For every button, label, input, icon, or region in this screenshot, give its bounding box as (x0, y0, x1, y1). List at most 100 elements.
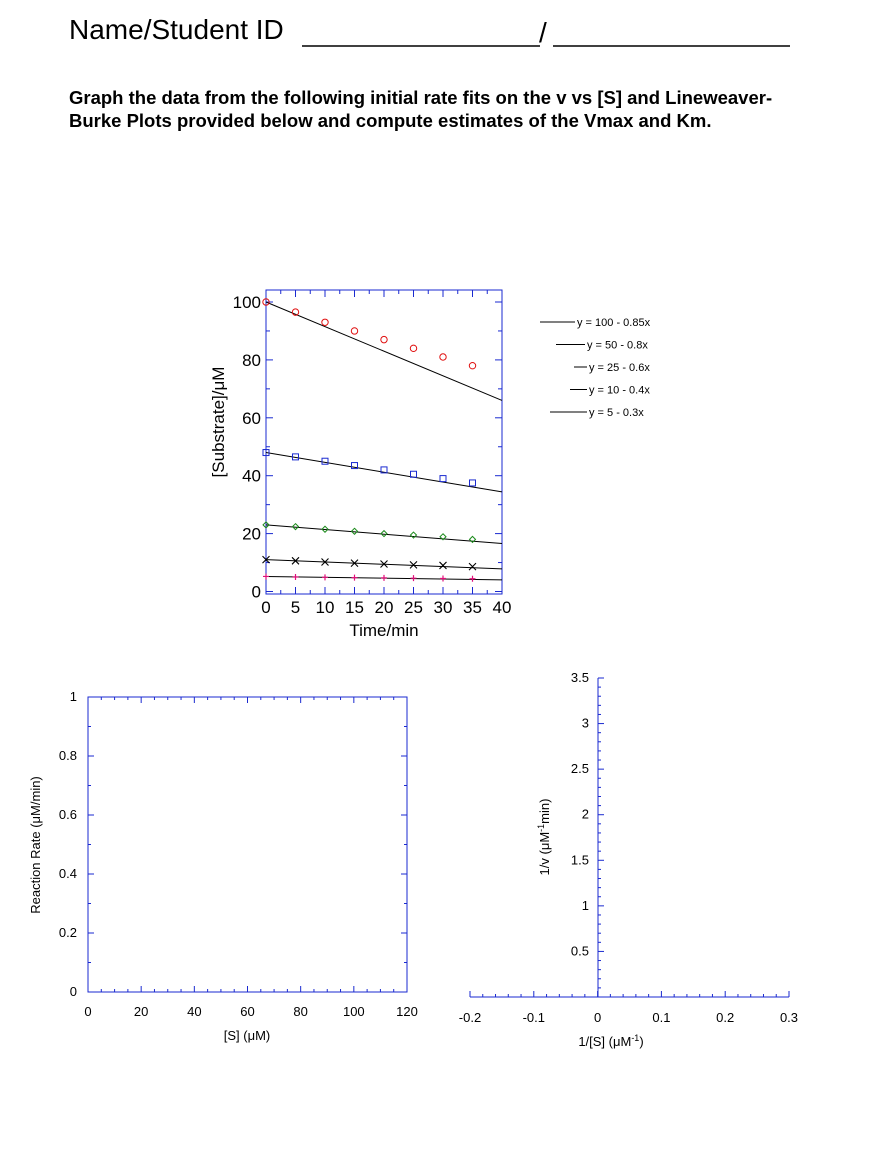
legend-entry: y = 5 - 0.3x (589, 407, 644, 419)
y-tick-label: 60 (242, 409, 261, 428)
data-point-circle (439, 353, 447, 361)
y-tick-label: 0.8 (59, 748, 77, 763)
data-point-x (439, 561, 447, 570)
y-tick-label: 2 (582, 807, 589, 822)
x-tick-label: 0.3 (780, 1010, 798, 1025)
x-tick-label: 35 (463, 598, 482, 617)
x-axis-label: [S] (μM) (224, 1028, 270, 1043)
data-point-square (469, 479, 476, 487)
y-tick-label: 3 (582, 716, 589, 731)
x-tick-label: -0.2 (459, 1010, 481, 1025)
data-point-square (351, 462, 358, 470)
data-point-x (291, 556, 300, 565)
x-tick-label: 15 (345, 598, 364, 617)
data-point-circle (321, 318, 329, 326)
legend-entry: y = 10 - 0.4x (589, 385, 650, 397)
x-tick-label: 120 (396, 1004, 418, 1019)
y-tick-label: 100 (233, 293, 261, 312)
y-tick-label: 0 (252, 583, 261, 602)
x-tick-label: 0.2 (716, 1010, 734, 1025)
data-point-diamond (350, 527, 359, 535)
name-separator: / (539, 17, 547, 48)
data-point-square (292, 453, 299, 461)
data-point-diamond (321, 525, 329, 533)
data-point-x (262, 555, 270, 564)
x-tick-label: 0 (261, 598, 270, 617)
y-tick-label: 2.5 (571, 761, 589, 776)
x-tick-label: -0.1 (523, 1010, 545, 1025)
x-tick-label: 0 (84, 1004, 91, 1019)
x-tick-label: 5 (291, 598, 300, 617)
name-blank-lines: / (302, 17, 790, 48)
y-tick-label: 0.4 (59, 866, 77, 881)
y-tick-label: 1.5 (571, 852, 589, 867)
y-axis-label: Reaction Rate (μM/min) (28, 776, 43, 914)
x-axis-label: Time/min (349, 621, 418, 640)
data-point-square (380, 466, 388, 474)
data-point-square (262, 449, 270, 457)
data-point-diamond (468, 535, 477, 544)
y-tick-label: 0.6 (59, 807, 77, 822)
data-point-diamond (291, 522, 300, 531)
data-point-diamond (380, 529, 388, 538)
y-tick-label: 3.5 (571, 670, 589, 685)
data-point-circle (380, 335, 388, 344)
data-point-x (350, 559, 359, 568)
y-tick-label: 0.5 (571, 943, 589, 958)
data-point-plus (410, 575, 417, 582)
data-point-circle (350, 327, 359, 335)
x-tick-label: 40 (187, 1004, 201, 1019)
data-point-x (468, 562, 477, 571)
y-tick-label: 1 (70, 689, 77, 704)
data-point-circle (262, 298, 270, 306)
data-point-diamond (262, 521, 270, 529)
x-tick-label: 0 (594, 1010, 601, 1025)
data-point-plus (440, 575, 446, 582)
name-student-id-line: Name/Student ID (69, 14, 284, 46)
x-axis-label: 1/[S] (μM-1) (578, 1033, 643, 1049)
x-tick-label: 80 (293, 1004, 307, 1019)
substrate-plot-frame (265, 289, 503, 595)
instructions-text: Graph the data from the following initia… (69, 87, 773, 131)
y-tick-label: 0.2 (59, 925, 77, 940)
x-tick-label: 100 (343, 1004, 365, 1019)
fit-line (265, 452, 503, 493)
data-point-square (439, 475, 447, 483)
data-point-x (409, 560, 418, 569)
data-point-plus (263, 573, 269, 580)
data-point-diamond (409, 531, 418, 539)
legend-entry: y = 25 - 0.6x (589, 362, 650, 374)
legend-entry: y = 50 - 0.8x (587, 340, 648, 352)
x-tick-label: 30 (434, 598, 453, 617)
y-tick-label: 0 (70, 984, 77, 999)
data-point-plus (322, 574, 328, 581)
x-tick-label: 60 (240, 1004, 254, 1019)
data-point-circle (409, 344, 418, 353)
data-point-x (321, 558, 329, 566)
name-prompt: Name/Student ID (69, 14, 284, 45)
y-tick-label: 40 (242, 467, 261, 486)
data-point-square (321, 457, 329, 465)
x-tick-label: 20 (375, 598, 394, 617)
y-axis-label: [Substrate]/μM (209, 367, 228, 478)
data-point-x (380, 560, 388, 568)
data-point-plus (381, 574, 387, 581)
fit-line (265, 524, 503, 544)
data-point-square (410, 470, 417, 478)
data-point-plus (469, 575, 476, 582)
legend-entry: y = 100 - 0.85x (577, 317, 651, 329)
x-tick-label: 40 (493, 598, 512, 617)
data-point-plus (351, 574, 358, 581)
y-tick-label: 1 (582, 898, 589, 913)
x-tick-label: 20 (134, 1004, 148, 1019)
y-axis-label: 1/v (μM-1min) (536, 799, 552, 876)
x-tick-label: 0.1 (652, 1010, 670, 1025)
x-tick-label: 25 (404, 598, 423, 617)
y-tick-label: 80 (242, 351, 261, 370)
rate-plot-frame (87, 696, 408, 993)
y-tick-label: 20 (242, 525, 261, 544)
data-point-plus (292, 574, 299, 581)
data-point-diamond (439, 533, 447, 541)
data-point-circle (291, 308, 300, 316)
